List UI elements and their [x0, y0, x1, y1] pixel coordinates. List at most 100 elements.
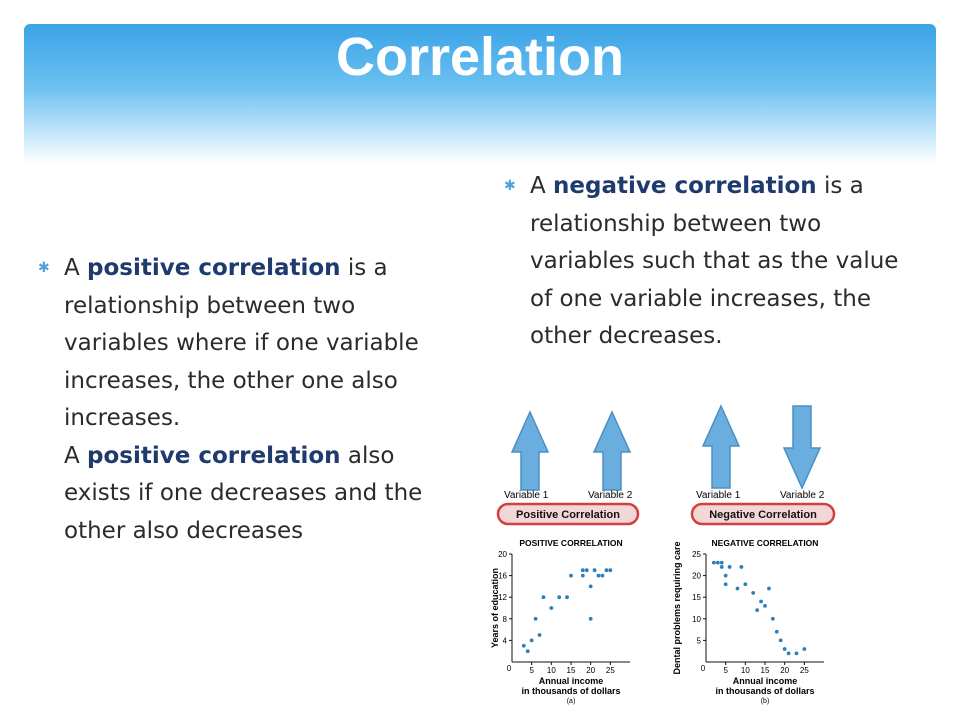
x-axis-label: Annual income [733, 676, 798, 686]
scatter-point [549, 606, 554, 610]
scatter-point [565, 595, 569, 600]
scatter-point [778, 638, 783, 643]
scatter-point [782, 647, 787, 651]
scatter-point [759, 599, 763, 604]
scatter-point [557, 595, 562, 600]
scatter-point [774, 629, 779, 634]
negative-correlation-badge [690, 502, 836, 526]
bullet-text-word: A [64, 442, 80, 469]
arrow-up-icon [701, 404, 741, 489]
variable1-label: Variable 1 [504, 490, 549, 501]
y-tick-label: 10 [692, 615, 701, 624]
scatter-point [608, 568, 613, 573]
bullet-text-word: A [64, 255, 80, 281]
scatter-point [525, 649, 530, 654]
arrows [510, 404, 822, 491]
y-axis-label: Years of education [490, 568, 500, 648]
scatter-point [604, 568, 609, 573]
bullet-text-bold: positive correlation [87, 255, 341, 281]
x-axis-label: Annual income [539, 676, 604, 686]
scatter-point [592, 568, 597, 573]
x-tick-label: 20 [586, 666, 595, 675]
scatter-point [600, 573, 605, 578]
scatter-point [715, 560, 720, 565]
x-tick-label: 5 [723, 666, 728, 675]
scatter-point [723, 582, 728, 587]
scatter-point [739, 565, 744, 569]
title-banner [24, 24, 936, 164]
scatter-point [533, 616, 538, 621]
scatter-point [727, 565, 732, 569]
y-tick-label: 4 [503, 636, 508, 645]
scatter-point [541, 595, 546, 600]
x-tick-label: 20 [780, 666, 789, 675]
bullet-row: ✱ A positive correlation is a relationsh… [38, 250, 438, 550]
scatter-point [770, 616, 775, 621]
scatter-point [755, 608, 760, 613]
x-axis-label: in thousands of dollars [521, 686, 620, 696]
y-tick-label: 8 [503, 615, 508, 624]
y-tick-label: 12 [498, 593, 507, 602]
chart-caption: (a) [567, 698, 576, 705]
scatter-point [743, 582, 748, 587]
bullet-text-rest: is a relationship between two variables … [64, 255, 419, 431]
slide-title: Correlation [335, 27, 625, 87]
bullet-star-icon: ✱ [38, 260, 50, 276]
x-tick-label: 15 [567, 666, 576, 675]
chart-title: POSITIVE CORRELATION [519, 538, 622, 548]
scatter-point [735, 586, 740, 591]
variable2-label: Variable 2 [780, 490, 825, 501]
x-tick-label: 0 [507, 664, 512, 673]
scatter-point [569, 573, 573, 578]
y-axis-label: Dental problems requiring care [672, 541, 682, 674]
scatter-point [763, 603, 767, 608]
y-tick-label: 20 [498, 550, 507, 559]
y-tick-label: 15 [692, 593, 701, 602]
scatter-point [723, 573, 728, 578]
y-tick-label: 20 [692, 572, 701, 581]
scatter-point [802, 647, 807, 651]
y-tick-label: 16 [498, 572, 507, 581]
scatter-point [521, 643, 526, 648]
scatter-point [596, 573, 601, 578]
positive-badge-label: Positive Correlation [516, 509, 620, 521]
x-tick-label: 15 [761, 666, 770, 675]
correlation-figure: Variable 1 Variable 2 Variable 1 Variabl… [490, 404, 836, 705]
bullet-text-word: A [530, 173, 546, 199]
scatter-point [719, 565, 724, 569]
variable1-label: Variable 1 [696, 490, 741, 501]
positive-correlation-bullet: ✱ A positive correlation is a relationsh… [38, 250, 438, 550]
negative-badge-label: Negative Correlation [709, 509, 817, 521]
scatter-point [794, 651, 799, 656]
x-tick-label: 25 [800, 666, 809, 675]
bullet-star-icon: ✱ [504, 178, 516, 194]
y-tick-label: 25 [692, 550, 701, 559]
arrow-up-icon [592, 410, 632, 491]
scatter-point [584, 568, 589, 573]
positive-correlation-badge [496, 502, 640, 526]
x-axis-label: in thousands of dollars [715, 686, 814, 696]
variable2-label: Variable 2 [588, 490, 633, 501]
chart-caption: (b) [761, 698, 770, 705]
bullet-text-bold: negative correlation [553, 173, 817, 199]
chart-title: NEGATIVE CORRELATION [712, 538, 819, 548]
x-tick-label: 5 [529, 666, 534, 675]
x-tick-label: 10 [547, 666, 556, 675]
x-tick-label: 0 [701, 664, 706, 673]
bullet-text-rest: also exists if one decreases and the oth… [64, 442, 423, 544]
scatter-point [786, 651, 791, 656]
scatter-point [711, 560, 716, 565]
scatter-point [580, 573, 585, 578]
scatter-point [588, 584, 593, 589]
arrow-up-icon [510, 410, 550, 491]
bullet-row: ✱ A negative correlation is a relationsh… [504, 168, 924, 356]
y-tick-label: 5 [697, 636, 702, 645]
scatter-point [537, 633, 542, 637]
scatter-point [719, 560, 724, 565]
scatter-point [588, 616, 593, 621]
negative-correlation-bullet: ✱ A negative correlation is a relationsh… [504, 168, 924, 356]
scatter-point [751, 590, 756, 595]
scatter-point [529, 638, 534, 643]
